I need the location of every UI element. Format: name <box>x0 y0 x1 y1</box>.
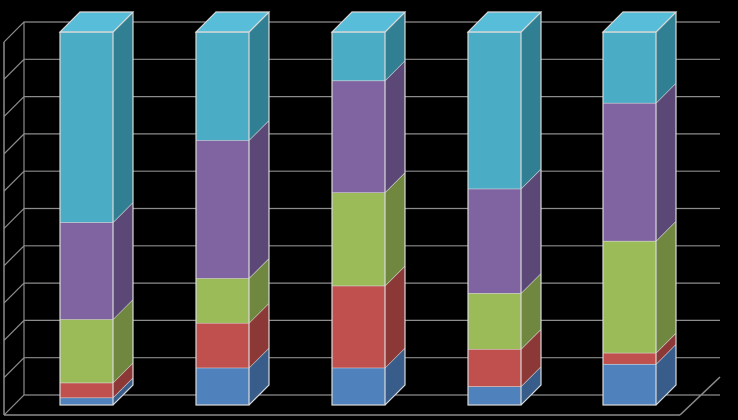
bar-4-segment-3-front <box>603 102 656 241</box>
bar-3-segment-2-front <box>468 293 521 350</box>
bar-0-segment-3-side <box>113 202 133 320</box>
bar-0-segment-0-side <box>113 377 133 405</box>
bar-0-segment-4-side <box>113 12 133 223</box>
bar-1-segment-2 <box>196 257 270 323</box>
bar-2-segment-2-front <box>332 192 385 286</box>
bar-1-segment-1-side <box>249 302 269 368</box>
bar-3-segment-4 <box>468 11 542 189</box>
bar-0-segment-2 <box>60 298 134 383</box>
bar-4-segment-4-front <box>603 32 656 103</box>
bar-3-segment-2-side <box>521 273 541 350</box>
bar-2-segment-2 <box>332 171 406 286</box>
bar-2-segment-4-front <box>332 32 385 81</box>
bar-4-segment-2-front <box>603 240 656 353</box>
bar-1-segment-0 <box>196 347 270 405</box>
bar-3-segment-1-side <box>521 329 541 387</box>
bar-1-segment-0-side <box>249 347 269 405</box>
bar-1-segment-3-side <box>249 120 269 279</box>
bar-1-segment-4-front <box>196 32 249 141</box>
bar-4-outline <box>602 31 657 406</box>
bar-0-segment-4 <box>60 11 134 223</box>
bar-2-segment-3 <box>332 60 406 193</box>
bar-0-segment-1-front <box>60 382 113 398</box>
bar-2-segment-0 <box>332 347 406 405</box>
bar-3-side-outline <box>520 12 542 406</box>
bar-1-outline <box>195 31 250 406</box>
bar-1-segment-2-front <box>196 278 249 323</box>
bar-1-segment-3-front <box>196 140 249 279</box>
bar-3-segment-0-front <box>468 386 521 405</box>
bar-0-segment-3 <box>60 201 134 320</box>
bar-0-segment-3-front <box>60 222 113 320</box>
bar-1-side-outline <box>248 12 270 406</box>
bar-3-segment-3-side <box>521 168 541 294</box>
bar-2-side-outline <box>384 12 406 406</box>
bar-2-segment-1 <box>332 265 406 368</box>
bar-3-segment-1 <box>468 328 542 387</box>
bar-0-segment-0-front <box>60 397 113 405</box>
bar-3-segment-4-front <box>468 32 521 189</box>
bar-1-segment-1-front <box>196 322 249 368</box>
bar-0-side-outline <box>112 12 134 406</box>
bar-4-segment-4-side <box>656 12 676 103</box>
bar-4-segment-3 <box>603 82 677 241</box>
bar-0-outline <box>59 31 114 406</box>
bar-2-outline <box>331 31 386 406</box>
bar-2-segment-1-side <box>385 265 405 368</box>
bar-1-segment-1 <box>196 302 270 368</box>
bar-0-segment-4-front <box>60 32 113 223</box>
bar-0-segment-1-side <box>113 362 133 398</box>
bar-4-segment-2-side <box>656 220 676 353</box>
bar-4-segment-0-front <box>603 363 656 405</box>
bar-4-segment-1-side <box>656 332 676 364</box>
bar-1-segment-4-side <box>249 12 269 141</box>
bar-2-segment-0-side <box>385 347 405 405</box>
bar-3-segment-1-front <box>468 349 521 387</box>
bar-3-outline <box>467 31 522 406</box>
bar-4-segment-1-front <box>603 352 656 364</box>
bar-4-side-outline <box>655 12 677 406</box>
bar-3-segment-2 <box>468 272 542 350</box>
bar-4-segment-2 <box>603 220 677 353</box>
bar-0-segment-2-side <box>113 299 133 383</box>
bar-2-segment-2-side <box>385 172 405 286</box>
bar-2-segment-3-front <box>332 80 385 193</box>
bar-2-segment-1-front <box>332 285 385 368</box>
bar-2-segment-3-side <box>385 60 405 193</box>
bar-2-segment-4-side <box>385 12 405 81</box>
bar-3-segment-3-front <box>468 188 521 294</box>
floor-right-edge <box>679 376 721 416</box>
bars <box>58 11 678 406</box>
bar-1-segment-2-side <box>249 258 269 323</box>
bar-3-segment-3 <box>468 168 542 294</box>
bar-4-segment-3-side <box>656 82 676 241</box>
bar-2-segment-0-front <box>332 367 385 405</box>
bar-3-segment-0-side <box>521 366 541 405</box>
bar-1-segment-3 <box>196 119 270 279</box>
bar-1-segment-0-front <box>196 367 249 405</box>
bar-3-segment-4-side <box>521 12 541 189</box>
bar-0-segment-2-front <box>60 319 113 383</box>
